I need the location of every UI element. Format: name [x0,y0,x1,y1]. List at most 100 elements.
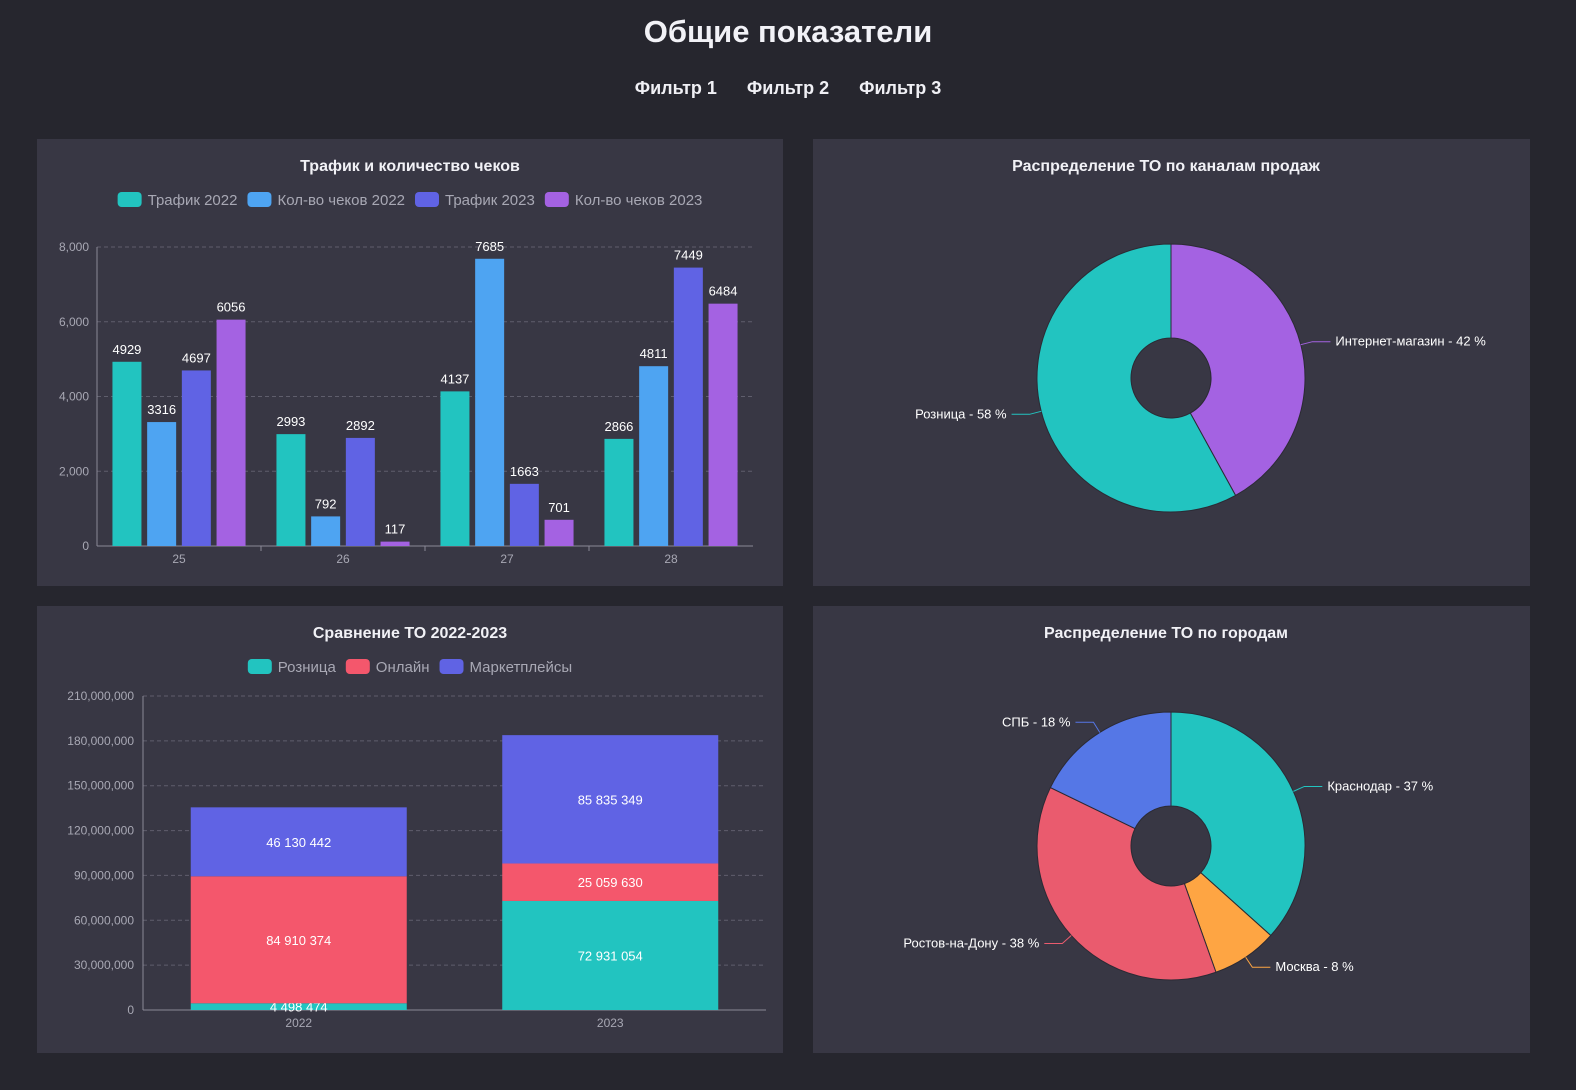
bar-кол-во-чеков-2022-28 [639,366,669,546]
slice-leader-line-розница [1011,410,1042,415]
legend-label-маркетплейсы: Маркетплейсы [470,659,573,676]
filter-3-button[interactable]: Фильтр 3 [859,78,942,98]
y-tick-label: 2,000 [59,464,89,478]
bar-кол-во-чеков-2023-27 [544,519,574,546]
bar-кол-во-чеков-2022-25 [147,422,177,546]
bar-value-label: 117 [385,522,406,537]
legend-label-онлайн: Онлайн [376,659,430,676]
y-tick-label: 210,000,000 [67,689,134,703]
bar-value-label: 1663 [510,464,539,479]
slice-leader-line-спб [1075,721,1101,733]
y-tick-label: 120,000,000 [67,824,134,838]
stack-маркетплейсы-2022 [190,807,407,877]
traffic-chart-panel: Трафик и количество чеков Трафик 2022 Кол-… [37,139,783,586]
filter-1-button[interactable]: Фильтр 1 [634,78,717,98]
slice-label-москва: Москва - 8 % [1275,959,1354,974]
legend-swatch-маркетплейсы [439,659,464,674]
bar-value-label: 792 [315,496,337,511]
y-tick-label: 60,000,000 [74,913,134,927]
bar-value-label: 4929 [112,342,141,357]
bar-трафик-2023-25 [181,370,211,546]
y-tick-label: 90,000,000 [74,868,134,882]
cities-pie-chart: Распределение ТО по городам Краснодар - 3… [903,625,1434,981]
y-tick-label: 4,000 [59,390,89,404]
stack-value-label: 84 910 374 [266,933,331,948]
bar-кол-во-чеков-2023-28 [708,303,738,546]
legend-swatch-розница [247,659,272,674]
channels-chart-panel: Распределение ТО по каналам продаж Интерн… [813,139,1530,586]
x-tick-label: 2022 [285,1016,312,1030]
bar-value-label: 3316 [147,402,176,417]
slice-розница [1036,243,1237,513]
slice-label-розница: Розница - 58 % [915,406,1007,421]
y-tick-label: 0 [82,539,89,553]
slice-label-спб: СПБ - 18 % [1002,714,1071,729]
bar-value-label: 2892 [346,418,375,433]
y-tick-label: 30,000,000 [74,958,134,972]
legend-swatch-онлайн [345,659,370,674]
x-tick-label: 2023 [597,1016,624,1030]
bar-трафик-2023-28 [673,267,703,546]
legend-swatch-кол-во-чеков-2022 [247,192,272,207]
cities-chart-panel: Распределение ТО по городам Краснодар - 3… [813,606,1530,1053]
bar-value-label: 7449 [674,248,703,263]
bar-трафик-2022-25 [112,361,142,546]
bar-трафик-2023-26 [345,437,375,546]
stack-розница-2023 [502,900,719,1010]
legend-label-трафик-2023: Трафик 2023 [445,192,535,209]
x-tick-label: 25 [172,552,186,566]
stack-value-label: 46 130 442 [266,835,331,850]
stack-value-label: 85 835 349 [578,792,643,807]
page-title: Общие показатели [643,14,933,49]
legend-label-розница: Розница [278,659,337,676]
stack-value-label: 72 931 054 [578,948,643,963]
legend-label-кол-во-чеков-2022: Кол-во чеков 2022 [277,192,405,209]
channels-pie-chart: Распределение ТО по каналам продаж Интерн… [915,158,1486,513]
slice-спб [1049,711,1172,830]
bar-трафик-2022-26 [276,434,306,546]
bar-трафик-2022-27 [440,391,470,546]
slice-leader-line-москва [1245,956,1271,968]
y-tick-label: 8,000 [59,240,89,254]
stack-value-label: 25 059 630 [578,875,643,890]
bar-value-label: 4697 [182,350,211,365]
slice-интернет-магазин [1170,243,1306,497]
compare-chart-panel: Сравнение ТО 2022-2023 Розница Онлайн Марке… [37,606,783,1053]
x-tick-label: 28 [664,552,678,566]
y-tick-label: 150,000,000 [67,779,134,793]
x-tick-label: 26 [336,552,350,566]
bar-value-label: 6484 [709,284,738,299]
bar-value-label: 4137 [440,371,469,386]
slice-label-краснодар: Краснодар - 37 % [1327,778,1433,793]
bar-трафик-2022-28 [604,438,634,546]
filter-2-button[interactable]: Фильтр 2 [746,78,830,98]
bar-value-label: 701 [548,500,570,515]
traffic-chart-title: Трафик и количество чеков [300,158,520,175]
slice-leader-line-ростов-на-дону [1044,935,1072,944]
bar-value-label: 2993 [276,414,305,429]
legend-swatch-кол-во-чеков-2023 [544,192,569,207]
stack-маркетплейсы-2023 [502,735,719,864]
legend-label-трафик-2022: Трафик 2022 [148,192,238,209]
slice-leader-line-интернет-магазин [1300,341,1331,346]
stack-розница-2022 [190,1003,407,1010]
bar-value-label: 7685 [475,239,504,254]
slice-ростов-на-дону [1036,786,1217,981]
stack-онлайн-2023 [502,863,719,901]
slice-label-ростов-на-дону: Ростов-на-Дону - 38 % [903,935,1039,950]
cities-chart-title: Распределение ТО по городам [1044,625,1288,642]
y-tick-label: 0 [127,1003,134,1017]
bar-кол-во-чеков-2023-25 [216,319,246,546]
stack-онлайн-2022 [190,876,407,1004]
bar-value-label: 2866 [604,419,633,434]
slice-leader-line-краснодар [1293,785,1323,792]
bar-value-label: 6056 [217,300,246,315]
traffic-bar-chart: Трафик и количество чеков Трафик 2022 Кол-… [59,158,753,566]
bar-value-label: 4811 [640,346,668,361]
slice-label-интернет-магазин: Интернет-магазин - 42 % [1335,334,1486,349]
bar-кол-во-чеков-2023-26 [380,541,410,546]
bar-трафик-2023-27 [509,483,539,546]
legend-swatch-трафик-2023 [415,192,439,207]
compare-chart-title: Сравнение ТО 2022-2023 [313,625,507,642]
bar-кол-во-чеков-2022-26 [311,516,341,546]
